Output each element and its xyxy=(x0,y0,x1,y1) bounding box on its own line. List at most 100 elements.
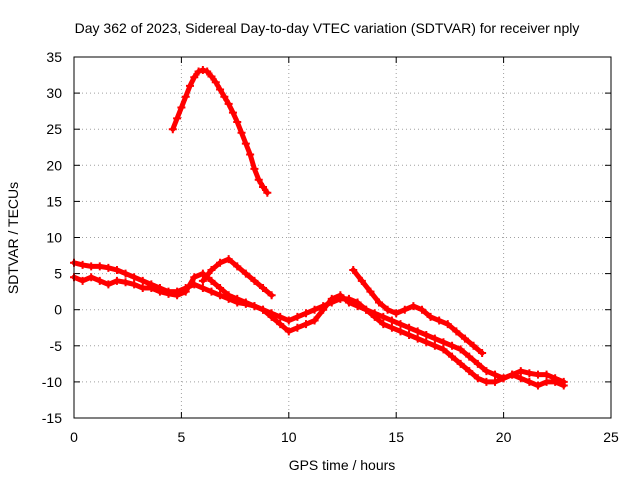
series-ridge-13to19 xyxy=(349,265,487,358)
data-point xyxy=(267,312,276,321)
data-point xyxy=(301,309,310,318)
data-point xyxy=(439,338,448,347)
data-point xyxy=(508,370,517,379)
data-point xyxy=(293,312,302,321)
data-point xyxy=(319,305,328,314)
data-point xyxy=(448,352,457,361)
data-point xyxy=(95,262,104,271)
data-point xyxy=(400,305,409,314)
y-tick-label: -5 xyxy=(50,338,63,354)
data-point xyxy=(559,381,568,390)
x-tick-label: 15 xyxy=(388,429,404,445)
data-point xyxy=(430,341,439,350)
series-arc-high xyxy=(168,65,272,197)
data-point xyxy=(233,262,242,271)
data-point xyxy=(533,381,542,390)
data-point xyxy=(473,359,482,368)
data-point xyxy=(228,108,237,117)
data-point xyxy=(185,81,194,90)
data-point xyxy=(263,188,272,197)
data-point xyxy=(250,302,259,311)
data-point xyxy=(112,265,121,274)
data-point xyxy=(383,305,392,314)
data-point xyxy=(499,374,508,383)
data-point xyxy=(525,377,534,386)
data-point xyxy=(413,334,422,343)
y-tick-label: 0 xyxy=(54,302,62,318)
data-point xyxy=(387,316,396,325)
data-point xyxy=(276,312,285,321)
data-point xyxy=(112,276,121,285)
data-point xyxy=(237,128,246,137)
series-line xyxy=(350,267,485,356)
data-point xyxy=(551,377,560,386)
data-point xyxy=(422,338,431,347)
data-series xyxy=(70,65,568,390)
data-point xyxy=(293,323,302,332)
data-point xyxy=(525,369,534,378)
data-point xyxy=(327,294,336,303)
data-point xyxy=(216,291,225,300)
data-point xyxy=(542,370,551,379)
data-point xyxy=(173,114,182,123)
y-tick-label: 35 xyxy=(46,49,62,65)
data-point xyxy=(121,278,130,287)
data-point xyxy=(353,302,362,311)
data-point xyxy=(87,262,96,271)
data-point xyxy=(409,302,418,311)
y-tick-label: 5 xyxy=(54,266,62,282)
data-point xyxy=(375,298,384,307)
series-ridge-6to9 xyxy=(198,255,276,300)
y-tick-label: 25 xyxy=(46,121,62,137)
x-tick-label: 0 xyxy=(70,429,78,445)
data-point xyxy=(259,284,268,293)
data-point xyxy=(533,370,542,379)
data-point xyxy=(130,273,139,282)
x-tick-labels: 0 5 10 15 20 25 xyxy=(70,429,619,445)
x-axis-label: GPS time / hours xyxy=(289,457,396,473)
data-point xyxy=(198,276,207,285)
y-tick-label: -10 xyxy=(42,374,62,390)
data-point xyxy=(207,72,216,81)
data-point xyxy=(430,334,439,343)
data-point xyxy=(542,377,551,386)
data-point xyxy=(465,367,474,376)
x-tick-label: 25 xyxy=(603,429,619,445)
data-point xyxy=(405,330,414,339)
data-point xyxy=(482,367,491,376)
data-point xyxy=(190,73,199,82)
data-point xyxy=(357,276,366,285)
y-tick-label: 20 xyxy=(46,157,62,173)
data-point xyxy=(155,287,164,296)
data-point xyxy=(478,349,487,358)
data-point xyxy=(78,260,87,269)
data-point xyxy=(181,287,190,296)
data-point xyxy=(482,377,491,386)
data-point xyxy=(147,284,156,293)
data-point xyxy=(250,276,259,285)
data-point xyxy=(491,377,500,386)
y-tick-labels: -15 -10 -5 0 5 10 15 20 25 30 35 xyxy=(42,49,62,426)
data-point xyxy=(233,117,242,126)
data-point xyxy=(426,312,435,321)
data-point xyxy=(491,370,500,379)
data-point xyxy=(448,341,457,350)
x-tick-label: 20 xyxy=(496,429,512,445)
data-point xyxy=(241,269,250,278)
series-band-2 xyxy=(70,269,568,390)
data-point xyxy=(379,312,388,321)
data-point xyxy=(207,287,216,296)
data-point xyxy=(177,103,186,112)
data-point xyxy=(516,367,525,376)
data-point xyxy=(207,265,216,274)
data-point xyxy=(216,284,225,293)
plot-frame xyxy=(73,56,612,419)
x-tick-label: 10 xyxy=(281,429,297,445)
data-point xyxy=(95,276,104,285)
data-point xyxy=(405,323,414,332)
data-point xyxy=(362,305,371,314)
data-point xyxy=(173,291,182,300)
data-point xyxy=(396,320,405,329)
series-line xyxy=(71,271,567,389)
